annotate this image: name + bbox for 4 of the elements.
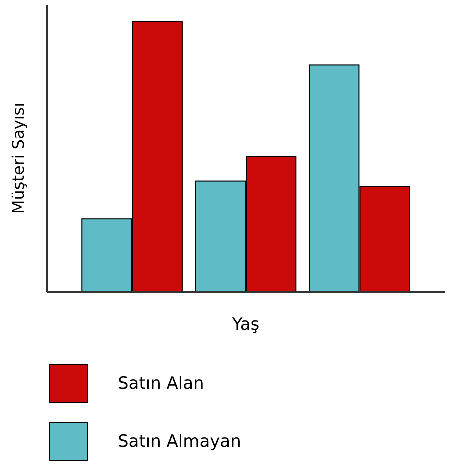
x-axis-title: Yaş — [231, 315, 260, 335]
legend-label: Satın Alan — [118, 374, 204, 394]
y-axis-title: Müşteri Sayısı — [9, 102, 28, 214]
legend-label: Satın Almayan — [118, 432, 242, 452]
